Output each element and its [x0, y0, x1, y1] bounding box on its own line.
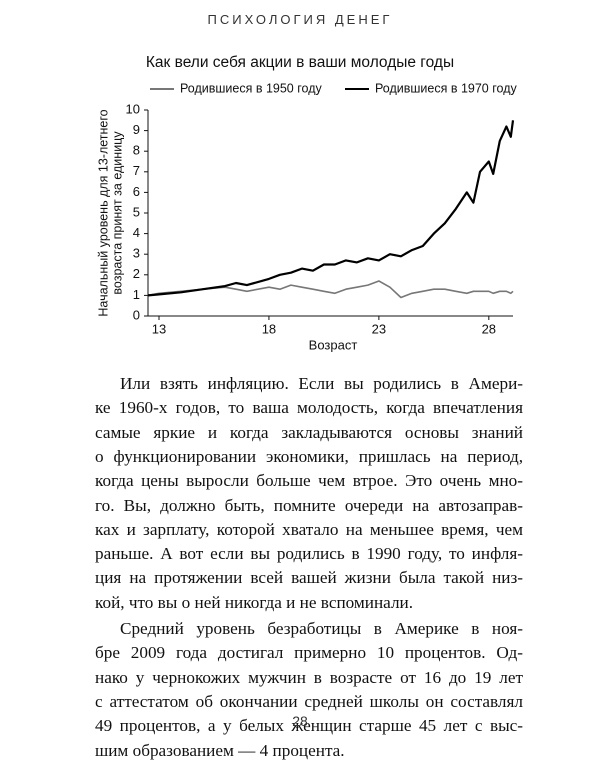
text-line: кой, что вы о ней никогда и не вспоминал… [95, 592, 414, 612]
y-tick-label: 1 [133, 287, 140, 302]
text-line: го. Вы, должно быть, помните очереди на … [95, 495, 523, 515]
data-line [147, 280, 514, 299]
text-line: шим образованием — 4 процента. [95, 740, 345, 760]
text-line: нако у чернокожих мужчин в возрасте от 1… [95, 667, 523, 687]
y-tick-label: 7 [133, 163, 140, 178]
running-header: ПСИХОЛОГИЯ ДЕНЕГ [207, 12, 393, 27]
text-line: Средний уровень безработицы в Америке в … [120, 619, 523, 638]
chart-title: Как вели себя акции в ваши молодые годы [146, 54, 454, 71]
text-line: ция на протяжении всей вашей жизни была … [95, 568, 523, 588]
text-line: самые яркие и когда закладываются основы… [95, 422, 523, 442]
text-line: раньше. А вот если вы родились в 1990 го… [95, 544, 523, 564]
text-line: когда цены выросли больше чем втрое. Это… [95, 471, 523, 491]
text-line: с аттестатом об окончании средней школы … [95, 691, 523, 711]
y-tick-label: 2 [133, 266, 140, 281]
y-tick-label: 3 [133, 246, 140, 261]
page-number: 28 [292, 713, 308, 729]
text-line: Или взять инфляцию. Если вы родились в А… [120, 374, 523, 393]
y-tick-label: 10 [126, 101, 140, 116]
x-tick-label: 18 [262, 321, 276, 336]
x-tick-label: 13 [152, 321, 166, 336]
y-axis-label-line: возраста принят за единицу [110, 131, 124, 295]
legend-label: Родившиеся в 1970 году [375, 81, 517, 95]
text-line: ке 1960-х годов, то ваша молодость, когд… [95, 398, 523, 418]
legend-label: Родившиеся в 1950 году [180, 81, 322, 95]
x-tick-label: 23 [372, 321, 386, 336]
text-line: бре 2009 года достигал примерно 10 проце… [95, 643, 523, 663]
y-tick-label: 8 [133, 143, 140, 158]
data-line [147, 120, 515, 297]
y-axis-label-line: Начальный уровень для 13-летнего [96, 109, 110, 316]
text-line: 49 процентов, а у белых женщин старше 45… [95, 716, 523, 736]
x-tick-label: 28 [482, 321, 496, 336]
text-line: ках и зарплату, которой хватало на меньш… [95, 519, 523, 539]
y-tick-label: 0 [133, 307, 140, 322]
text-line: о функционировании экономики, пришлась н… [95, 446, 523, 466]
y-tick-label: 5 [133, 204, 140, 219]
y-tick-label: 9 [133, 122, 140, 137]
chart: Как вели себя акции в ваши молодые годы … [96, 54, 517, 352]
y-tick-label: 4 [133, 225, 140, 240]
x-axis-label: Возраст [309, 337, 358, 352]
y-tick-label: 6 [133, 184, 140, 199]
y-axis-label: Начальный уровень для 13-летнего возраст… [96, 109, 124, 316]
